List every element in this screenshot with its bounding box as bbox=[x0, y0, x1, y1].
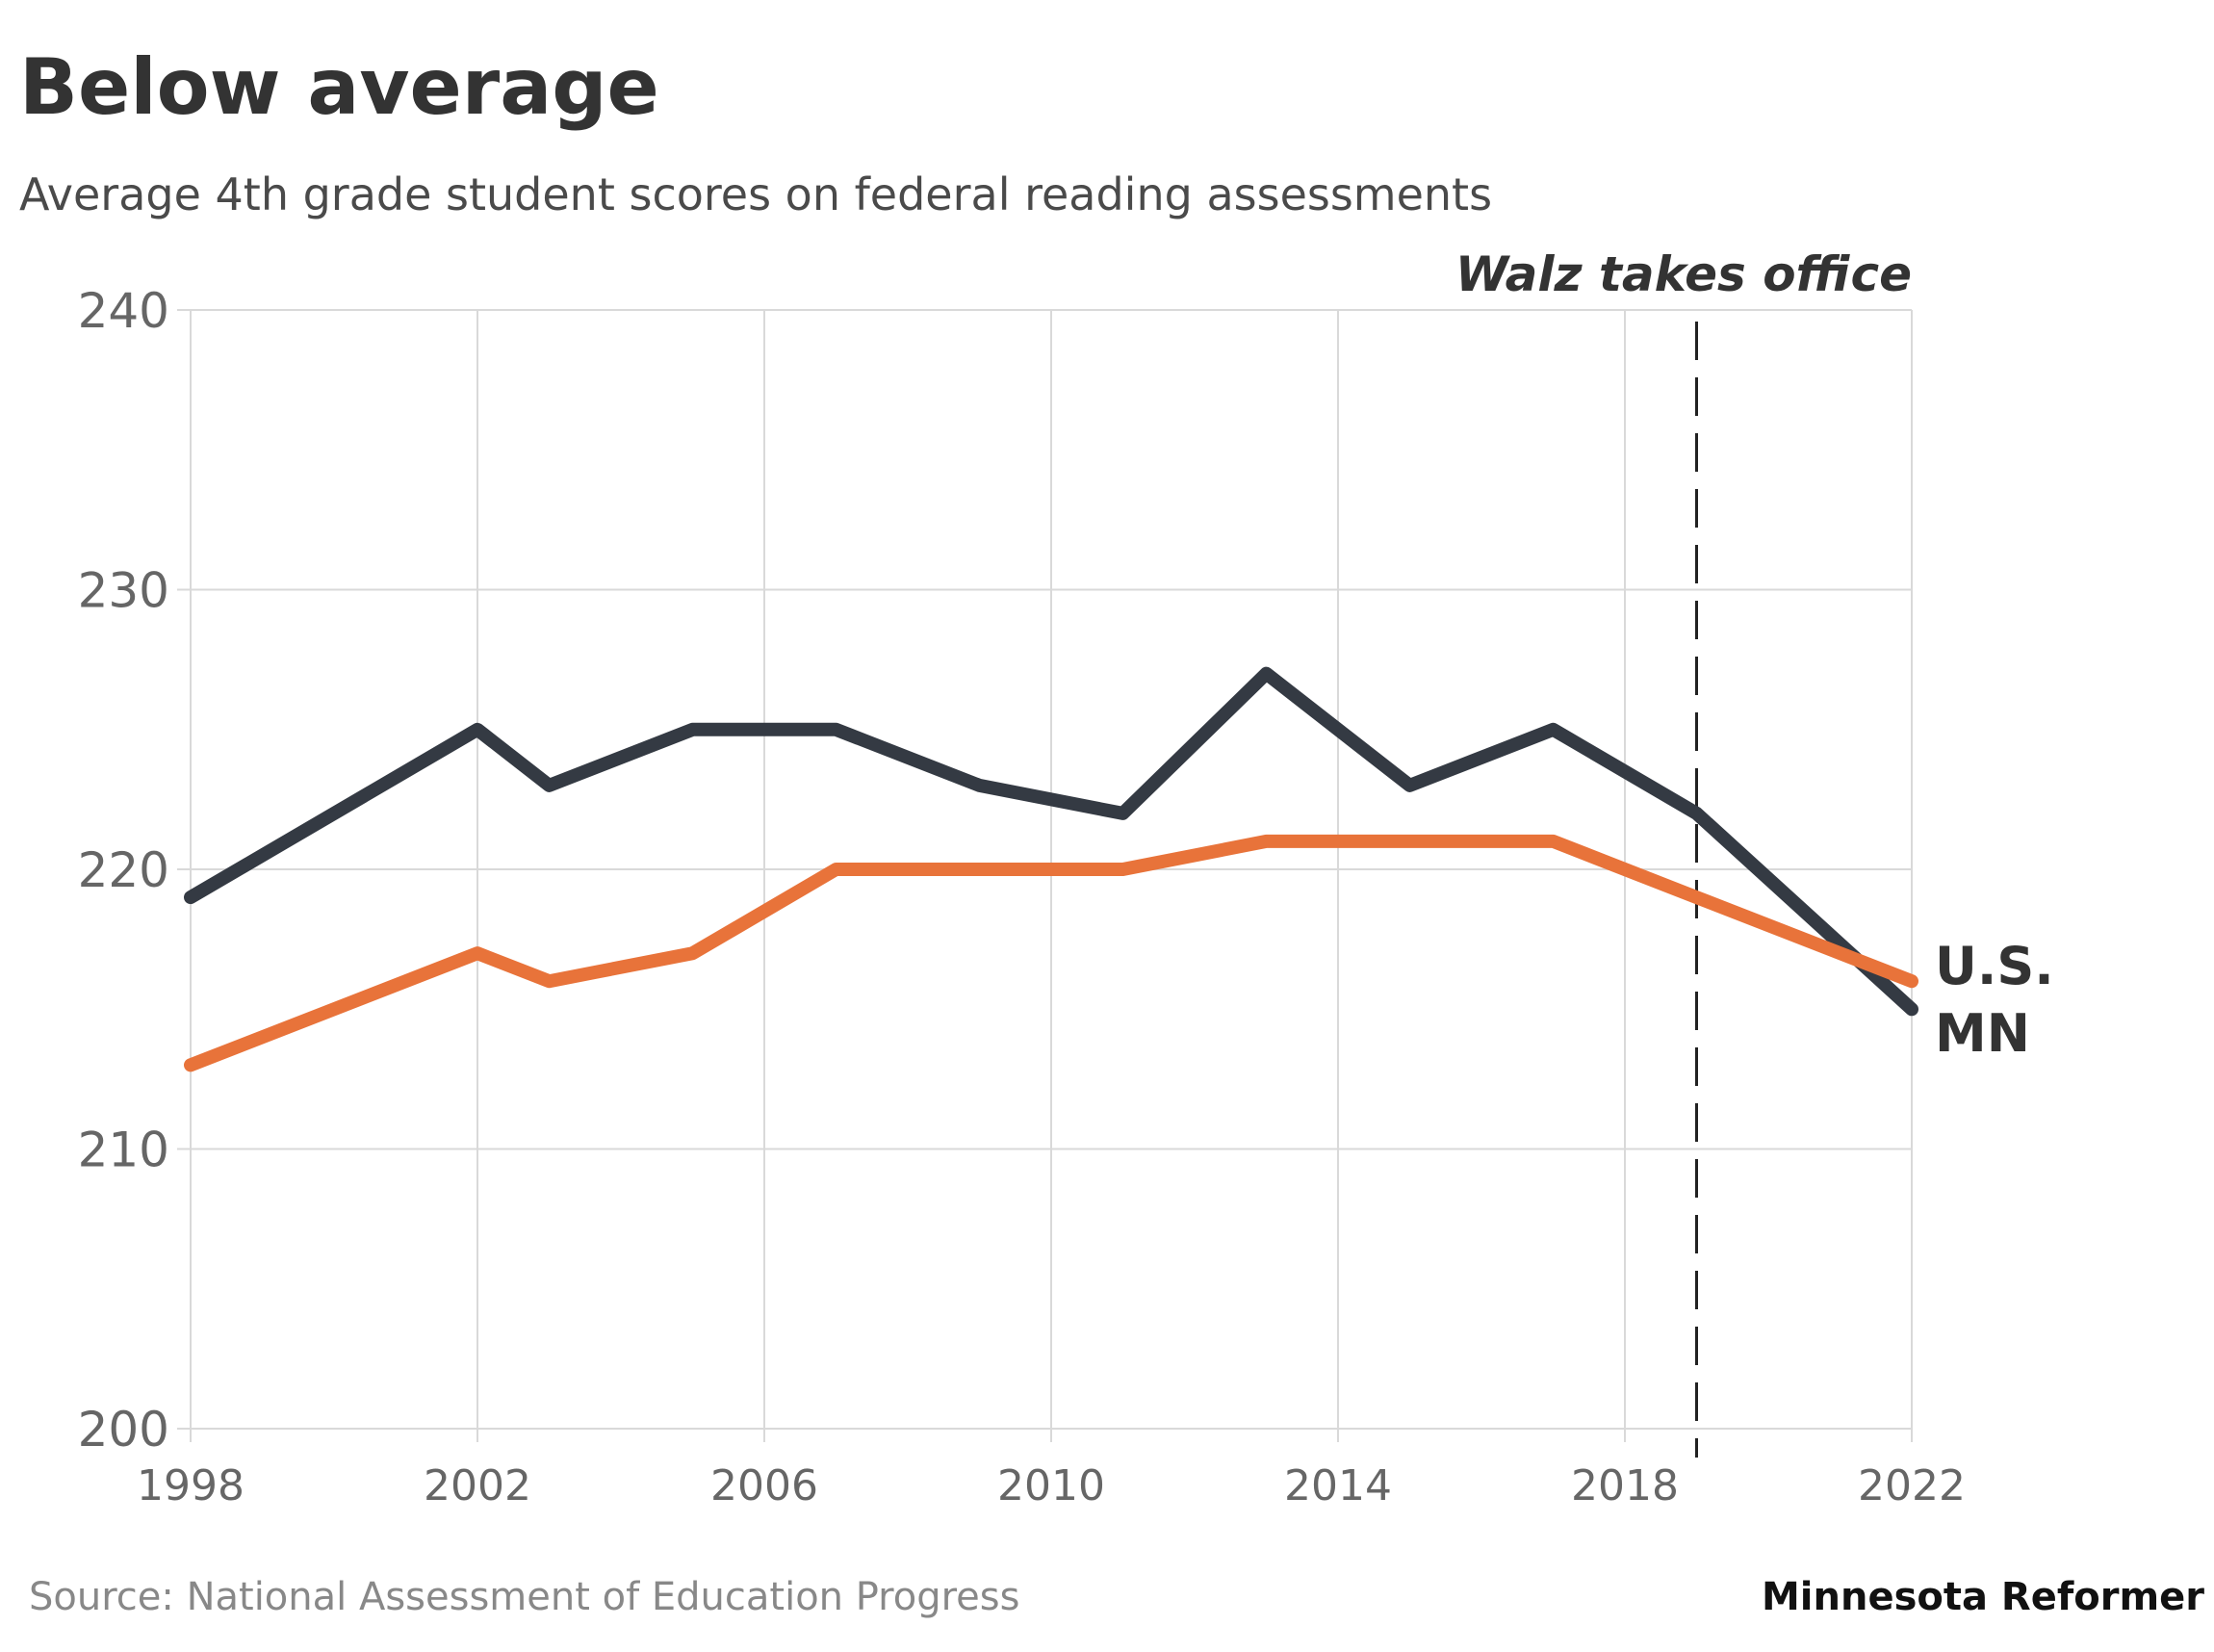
publisher-credit: Minnesota Reformer bbox=[1762, 1575, 2204, 1619]
series-lines bbox=[184, 666, 1918, 1072]
y-tick-label: 240 bbox=[78, 283, 169, 339]
x-tick-label: 2022 bbox=[1858, 1461, 1966, 1510]
grid bbox=[177, 309, 1913, 1442]
annotation-label: Walz takes office bbox=[1455, 246, 1912, 302]
chart-title: Below average bbox=[19, 42, 659, 132]
y-axis-ticks: 200 210 220 230 240 bbox=[78, 283, 169, 1458]
x-tick-label: 2014 bbox=[1284, 1461, 1392, 1510]
x-tick-label: 2002 bbox=[424, 1461, 531, 1510]
x-tick-label: 2010 bbox=[997, 1461, 1105, 1510]
y-tick-label: 210 bbox=[78, 1123, 169, 1178]
chart-subtitle: Average 4th grade student scores on fede… bbox=[19, 168, 1492, 220]
series-label-mn: MN bbox=[1935, 1003, 2030, 1064]
y-tick-label: 220 bbox=[78, 842, 169, 898]
x-tick-label: 2018 bbox=[1571, 1461, 1679, 1510]
source-note: Source: National Assessment of Education… bbox=[29, 1575, 1019, 1619]
x-tick-label: 2006 bbox=[710, 1461, 818, 1510]
series-label-us: U.S. bbox=[1935, 936, 2054, 996]
y-tick-label: 200 bbox=[78, 1402, 169, 1458]
annotation: Walz takes office bbox=[1455, 246, 1912, 1458]
series-line-us bbox=[184, 834, 1918, 1072]
x-axis-ticks: 1998 2002 2006 2010 2014 2018 2022 bbox=[137, 1461, 1966, 1510]
series-line-mn bbox=[184, 666, 1918, 1017]
y-tick-label: 230 bbox=[78, 563, 169, 619]
x-tick-label: 1998 bbox=[137, 1461, 245, 1510]
